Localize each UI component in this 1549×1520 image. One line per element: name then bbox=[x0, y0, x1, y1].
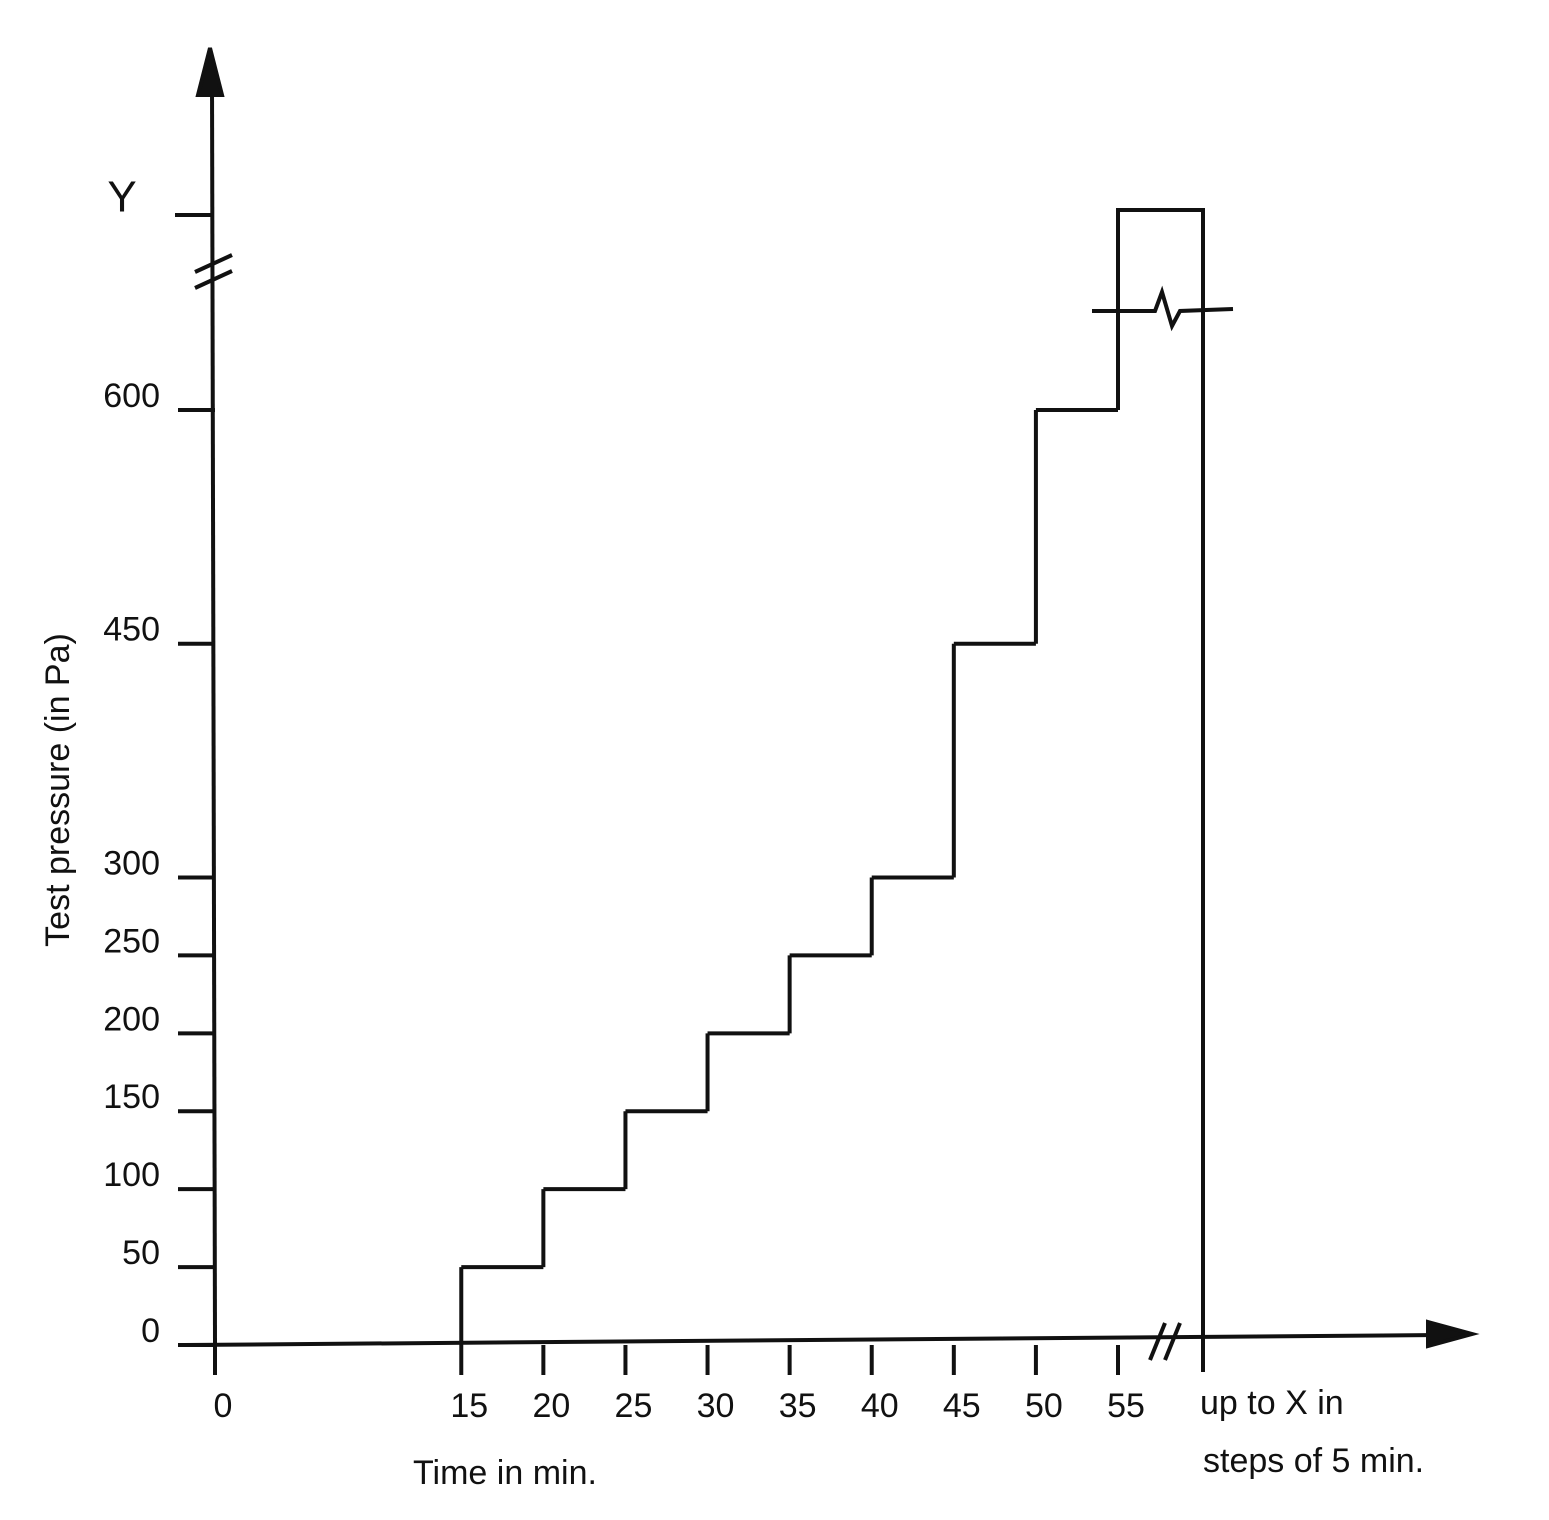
y-tick-label: 50 bbox=[122, 1234, 160, 1272]
axis-break bbox=[194, 269, 233, 290]
y-axis bbox=[210, 79, 217, 1346]
axis-break bbox=[194, 253, 233, 274]
x-tick-label: 0 bbox=[214, 1387, 233, 1425]
x-break-tick-label: steps of 5 min. bbox=[1203, 1442, 1424, 1480]
value-break bbox=[1092, 285, 1234, 332]
x-break-tick-label: up to X in bbox=[1200, 1384, 1344, 1422]
y-break-tick-label: Y bbox=[107, 173, 136, 222]
y-tick-label: 150 bbox=[103, 1078, 160, 1116]
y-axis-label: Test pressure (in Pa) bbox=[39, 633, 77, 947]
x-axis-label: Time in min. bbox=[413, 1454, 597, 1492]
x-tick-label: 20 bbox=[532, 1387, 570, 1425]
x-arrow bbox=[1426, 1319, 1480, 1349]
y-tick-label: 300 bbox=[103, 844, 160, 882]
y-arrow bbox=[195, 47, 225, 97]
x-tick-label: 35 bbox=[779, 1387, 817, 1425]
x-tick-label: 25 bbox=[615, 1387, 653, 1425]
y-tick-label: 100 bbox=[103, 1156, 160, 1194]
x-tick-label: 30 bbox=[697, 1387, 735, 1425]
final-step bbox=[1116, 208, 1205, 1345]
x-tick-label: 15 bbox=[450, 1387, 488, 1425]
x-tick-label: 50 bbox=[1025, 1387, 1063, 1425]
x-tick-label: 40 bbox=[861, 1387, 899, 1425]
y-tick-label: 250 bbox=[103, 922, 160, 960]
axis-break bbox=[1148, 1322, 1167, 1361]
x-axis bbox=[184, 1333, 1441, 1347]
x-tick-label: 55 bbox=[1107, 1387, 1145, 1425]
y-tick-label: 0 bbox=[141, 1312, 160, 1350]
axis-break bbox=[1163, 1322, 1182, 1361]
y-tick-label: 450 bbox=[103, 611, 160, 649]
y-tick-label: 200 bbox=[103, 1000, 160, 1038]
x-tick-label: 45 bbox=[943, 1387, 981, 1425]
y-tick-label: 600 bbox=[103, 377, 160, 415]
